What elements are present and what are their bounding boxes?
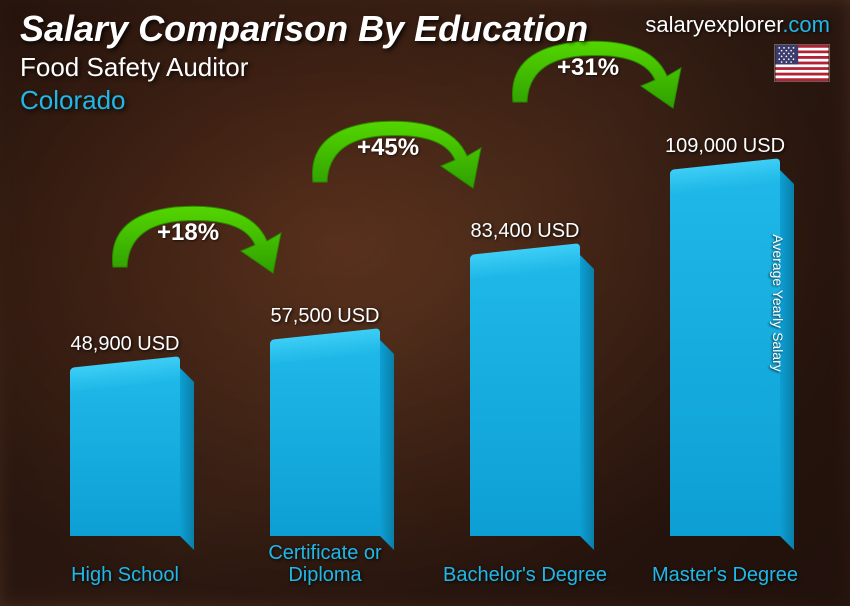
bar-top-face — [270, 328, 380, 364]
bar-value: 83,400 USD — [440, 220, 610, 243]
bar-label: High School — [30, 564, 220, 586]
bar — [470, 261, 580, 536]
brand-logo: salaryexplorer.com — [645, 12, 830, 38]
brand-name: salaryexplorer — [645, 12, 782, 37]
y-axis-label: Average Yearly Salary — [769, 234, 785, 372]
bar-value: 109,000 USD — [640, 135, 810, 158]
flag-usa-icon — [774, 44, 830, 82]
bar-side-face — [180, 368, 194, 550]
job-title: Food Safety Auditor — [20, 52, 830, 83]
bar-label: Master's Degree — [630, 564, 820, 586]
bar-top-face — [670, 158, 780, 194]
bar-side-face — [380, 340, 394, 550]
bar-group: 48,900 USD High School — [40, 333, 210, 536]
bar — [70, 374, 180, 536]
increase-arrow: +18% — [95, 195, 295, 285]
location: Colorado — [20, 85, 830, 116]
bar-group: 83,400 USD Bachelor's Degree — [440, 220, 610, 536]
bar — [670, 176, 780, 536]
bar-group: 57,500 USD Certificate or Diploma — [240, 305, 410, 536]
bar-label: Certificate or Diploma — [230, 542, 420, 586]
bar-label: Bachelor's Degree — [430, 564, 620, 586]
increase-percent: +45% — [357, 134, 419, 162]
increase-percent: +18% — [157, 219, 219, 247]
bar-value: 57,500 USD — [240, 305, 410, 328]
bar-top-face — [70, 356, 180, 392]
bar-side-face — [580, 255, 594, 550]
bar-top-face — [470, 243, 580, 279]
brand-suffix: .com — [782, 12, 830, 37]
bar-value: 48,900 USD — [40, 333, 210, 356]
bar — [270, 346, 380, 536]
increase-arrow: +45% — [295, 110, 495, 200]
